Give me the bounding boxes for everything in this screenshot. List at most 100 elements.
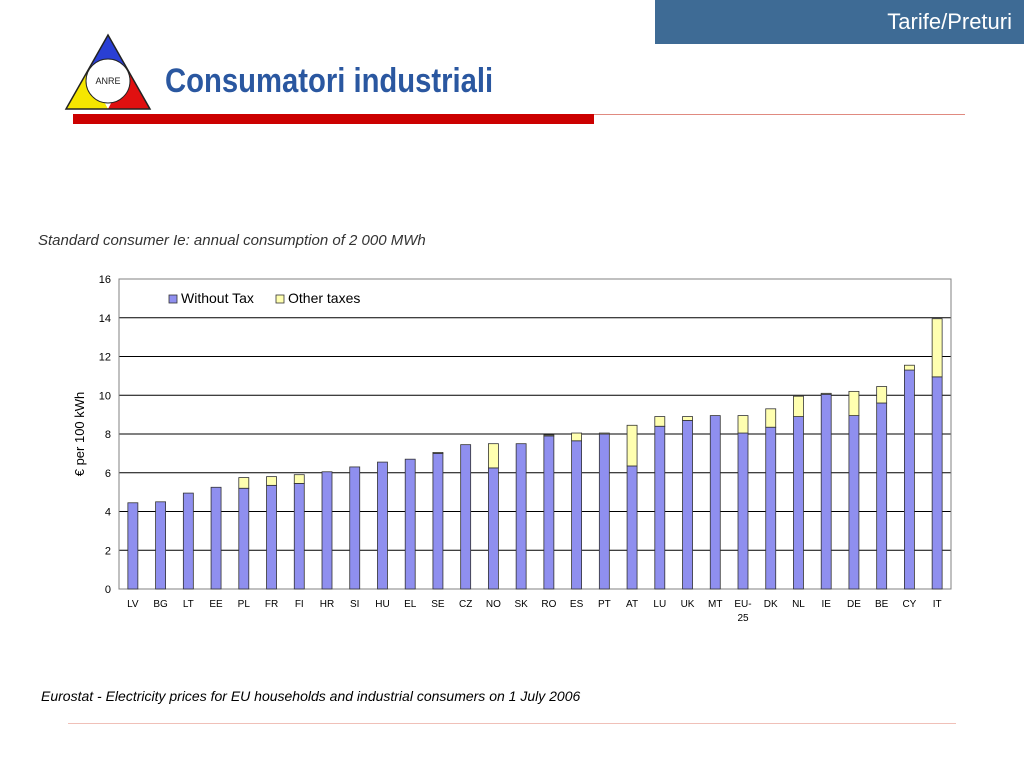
bar-other-taxes [293,474,305,484]
bar-without-tax [848,415,860,590]
y-tick-label: 8 [105,429,111,441]
x-tick-label: EU-25 [734,599,751,624]
bar-without-tax [127,502,139,590]
x-tick-label: NO [486,599,501,610]
x-tick-label: UK [681,599,695,610]
bar-without-tax [876,402,888,590]
chart-heading: Standard consumer Ie: annual consumption… [38,232,426,249]
y-tick-label: 16 [99,274,111,286]
y-tick-label: 4 [105,507,111,519]
x-tick-label: SE [431,599,445,610]
bar-without-tax [793,416,804,590]
x-tick-label: BG [153,599,168,610]
bar-without-tax [293,483,305,590]
bar-without-tax [598,433,610,590]
bar-other-taxes [487,443,499,469]
x-tick-label: HU [375,599,389,610]
bar-other-taxes [654,416,666,427]
bar-without-tax [737,432,749,590]
bar-without-tax [682,420,693,590]
bar-without-tax [931,376,943,590]
x-tick-label: SK [514,599,528,610]
x-tick-label: HR [320,599,334,610]
y-tick-label: 12 [99,352,111,364]
x-tick-label: CY [902,599,916,610]
plot-frame [118,278,952,590]
anre-logo: ANRE [64,33,152,110]
logo-text: ANRE [95,76,120,86]
x-tick-label: EL [404,599,417,610]
bar-other-taxes [848,390,860,416]
bar-other-taxes [626,424,638,467]
bar-other-taxes [543,434,555,437]
x-tick-label: LU [653,599,666,610]
bar-other-taxes [793,395,804,417]
bar-without-tax [432,452,444,590]
bar-without-tax [460,444,472,590]
bar-other-taxes [904,364,915,371]
x-tick-label: PT [598,599,611,610]
bar-without-tax [349,466,361,590]
y-tick-label: 10 [99,390,111,402]
bar-without-tax [709,415,721,590]
x-tick-label: AT [626,599,638,610]
bar-without-tax [238,487,250,590]
bar-other-taxes [765,408,777,428]
source-note: Eurostat - Electricity prices for EU hou… [41,688,581,704]
bar-without-tax [654,425,666,590]
x-tick-label: DK [764,599,778,610]
bar-other-taxes [737,415,749,434]
bar-without-tax [182,492,194,590]
legend-label-other-taxes: Other taxes [288,290,360,306]
x-tick-label: IT [933,599,942,610]
x-tick-label: DE [847,599,861,610]
x-tick-label: LT [183,599,194,610]
bar-other-taxes [432,452,444,454]
bar-without-tax [377,461,388,590]
x-tick-label: SI [350,599,359,610]
bar-other-taxes [238,477,250,489]
bar-other-taxes [266,476,277,486]
bar-without-tax [266,484,277,590]
legend-swatch-other-taxes [275,294,285,304]
x-tick-label: CZ [459,599,472,610]
bar-other-taxes [571,432,583,442]
bar-without-tax [904,369,915,590]
x-tick-label: MT [708,599,722,610]
bar-without-tax [210,486,222,590]
x-tick-label: LV [127,599,139,610]
x-tick-label: FR [265,599,278,610]
x-tick-label: EE [209,599,223,610]
bar-without-tax [626,465,638,590]
title-underline-red [73,114,594,124]
bar-without-tax [321,471,333,590]
bar-other-taxes [931,318,943,378]
title-underline-thin [594,114,965,115]
bar-without-tax [543,435,555,590]
x-tick-label: NL [792,599,805,610]
bar-without-tax [515,443,527,590]
bar-other-taxes [876,386,888,404]
x-tick-label: ES [570,599,584,610]
price-chart: 0 2 4 6 8 10 12 14 16 € per 100 kWh LV BG LT EE PL FR FI… [72,274,952,624]
bar-without-tax [765,426,777,590]
bar-other-taxes [682,416,693,421]
legend-swatch-without-tax [168,294,178,304]
x-tick-label: RO [541,599,556,610]
bottom-rule [68,723,956,724]
y-axis-label: € per 100 kWh [72,392,87,477]
section-tag: Tarife/Preturi [655,0,1024,44]
bar-without-tax [487,467,499,590]
page-title: Consumatori industriali [165,62,494,100]
y-tick-label: 2 [105,545,111,557]
bar-without-tax [155,501,166,590]
bar-other-taxes [598,432,610,435]
x-tick-label: FI [295,599,304,610]
y-tick-label: 0 [105,584,111,596]
x-tick-label: BE [875,599,889,610]
y-tick-label: 14 [99,313,111,325]
bar-other-taxes [820,392,832,395]
x-tick-label: IE [821,599,831,610]
bar-without-tax [571,440,583,590]
bar-without-tax [404,458,416,590]
